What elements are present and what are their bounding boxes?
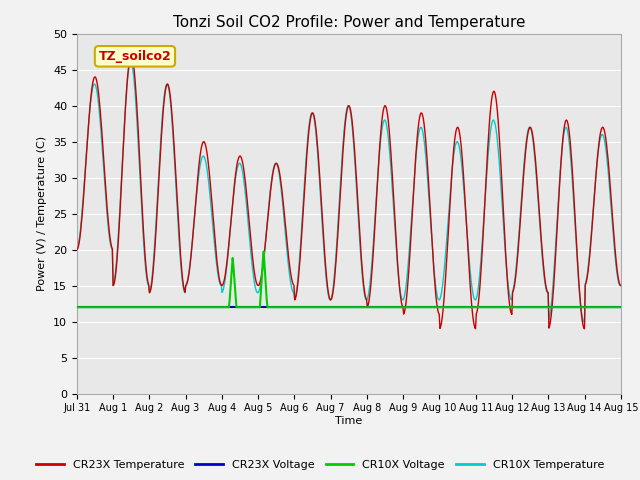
Title: Tonzi Soil CO2 Profile: Power and Temperature: Tonzi Soil CO2 Profile: Power and Temper… — [173, 15, 525, 30]
Legend: CR23X Temperature, CR23X Voltage, CR10X Voltage, CR10X Temperature: CR23X Temperature, CR23X Voltage, CR10X … — [31, 456, 609, 474]
X-axis label: Time: Time — [335, 416, 362, 426]
Y-axis label: Power (V) / Temperature (C): Power (V) / Temperature (C) — [37, 136, 47, 291]
Text: TZ_soilco2: TZ_soilco2 — [99, 50, 172, 63]
